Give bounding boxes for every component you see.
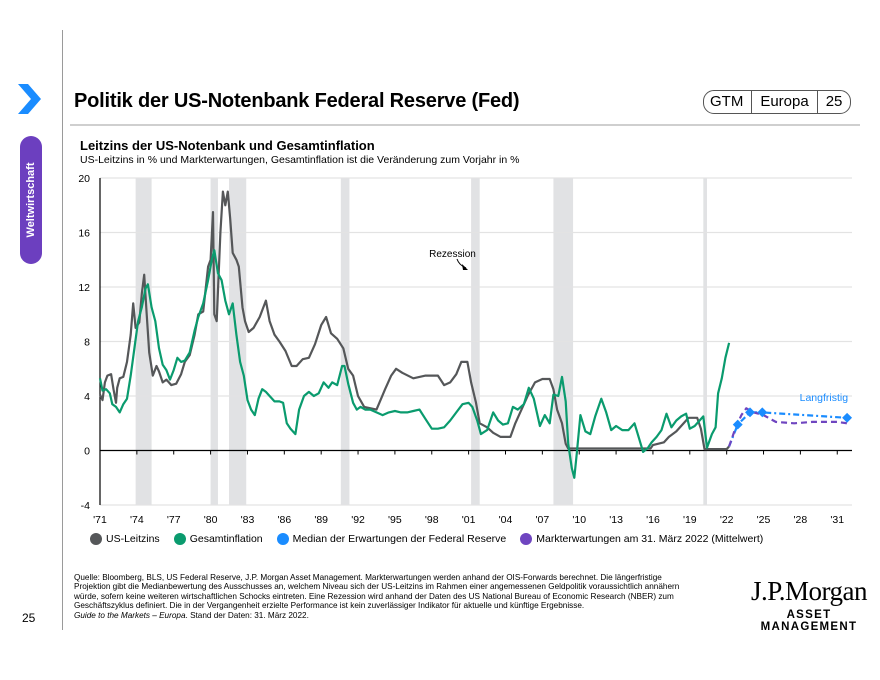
x-tick-label: '04 [499, 514, 513, 526]
series-line-0 [98, 190, 730, 451]
legend-swatch [173, 533, 186, 545]
y-tick-label: 20 [78, 173, 90, 185]
badge-page: 25 [816, 91, 851, 113]
page-title: Politik der US-Notenbank Federal Reserve… [74, 90, 520, 112]
x-tick-label: '07 [536, 514, 550, 526]
fed-median-marker [842, 412, 853, 423]
gtm-badge: GTM Europa 25 [703, 90, 852, 114]
x-tick-label: '95 [388, 514, 402, 526]
legend-item-fed-median: Median der Erwartungen der Federal Reser… [276, 533, 507, 545]
legend: US-Leitzins Gesamtinflation Median der E… [90, 533, 763, 545]
chart-title: Leitzins der US-Notenbank und Gesamtinfl… [80, 138, 375, 153]
legend-swatch [90, 533, 102, 545]
y-tick-label: 16 [78, 228, 90, 240]
logo-name: J.P.Morgan [750, 576, 868, 606]
long-term-annotation: Langfristig [800, 392, 849, 404]
x-tick-label: '77 [167, 514, 181, 526]
x-tick-label: '98 [425, 514, 439, 526]
legend-swatch [276, 533, 289, 545]
fed-median-marker [732, 419, 743, 430]
title-divider [70, 124, 860, 126]
legend-label: Median der Erwartungen der Federal Reser… [292, 533, 507, 545]
left-divider [62, 30, 63, 630]
series-line-1 [98, 249, 731, 479]
footnote-line: Quelle: Bloomberg, BLS, US Federal Reser… [74, 573, 662, 582]
legend-item-fed-rate: US-Leitzins [90, 533, 160, 545]
y-tick-label: 0 [84, 446, 90, 458]
x-tick-label: '71 [93, 514, 107, 526]
x-tick-label: '89 [314, 514, 328, 526]
fed-median-marker [757, 407, 768, 418]
fed-median-marker [745, 407, 755, 418]
chevron-right-icon[interactable] [14, 82, 44, 116]
logo-sub: ASSET MANAGEMENT [760, 609, 858, 633]
x-tick-label: '86 [277, 514, 291, 526]
section-tab[interactable]: Weltwirtschaft [20, 136, 42, 264]
recession-annotation: Rezession [429, 249, 476, 260]
x-tick-label: '80 [204, 514, 218, 526]
legend-item-market: Markterwartungen am 31. März 2022 (Mitte… [520, 533, 763, 545]
axes: '71 '74 '77 '80 '83 '86 '89 '92 '95 '98 '01 '04 '07 '… [93, 178, 852, 526]
footnote-guide-line: Guide to the Markets – Europa. Stand der… [74, 611, 714, 620]
footnote-line: Geschäftszyklus definiert. Die in der Ve… [74, 601, 585, 611]
guide-title: Guide to the Markets – Europa [74, 610, 186, 620]
legend-label: US-Leitzins [106, 533, 160, 545]
x-tick-label: '28 [794, 514, 808, 526]
x-tick-label: '13 [609, 514, 623, 526]
legend-label: Gesamtinflation [189, 533, 263, 545]
x-tick-label: '16 [646, 514, 660, 526]
series-line-2 [728, 411, 848, 447]
data-date: . Stand der Daten: 31. März 2022. [185, 610, 309, 620]
gridlines: -4 0 4 8 12 16 20 [78, 173, 852, 512]
series-lines [98, 190, 853, 479]
annotations: Rezession Langfristig [429, 249, 848, 404]
legend-item-inflation: Gesamtinflation [173, 533, 263, 545]
x-tick-label: '01 [462, 514, 476, 526]
x-tick-label: '22 [720, 514, 734, 526]
y-tick-label: -4 [81, 500, 90, 512]
x-tick-label: '25 [757, 514, 771, 526]
badge-region: Europa [751, 91, 816, 113]
y-tick-label: 4 [84, 391, 90, 403]
jpmorgan-logo: J.P.Morgan ASSET MANAGEMENT [738, 576, 880, 633]
y-tick-label: 12 [78, 282, 90, 294]
legend-label: Markterwartungen am 31. März 2022 (Mitte… [536, 533, 764, 545]
x-tick-label: '92 [351, 514, 365, 526]
page-number: 25 [22, 611, 36, 625]
x-tick-label: '74 [130, 514, 144, 526]
chart-subtitle: US-Leitzins in % und Markterwartungen, G… [80, 154, 520, 166]
y-tick-label: 8 [84, 337, 90, 349]
x-tick-label: '10 [572, 514, 586, 526]
x-tick-label: '83 [241, 514, 255, 526]
x-tick-label: '19 [683, 514, 697, 526]
badge-gtm: GTM [710, 93, 744, 110]
footnote-line: Projektion gibt die Medianbewertung des … [74, 582, 680, 592]
footnote: Quelle: Bloomberg, BLS, US Federal Reser… [74, 573, 714, 620]
footnote-line: würde, sofern keine weiteren wirtschaftl… [74, 591, 674, 601]
x-tick-label: '31 [830, 514, 844, 526]
legend-swatch [520, 533, 533, 545]
annotation-arrowhead [462, 264, 468, 270]
